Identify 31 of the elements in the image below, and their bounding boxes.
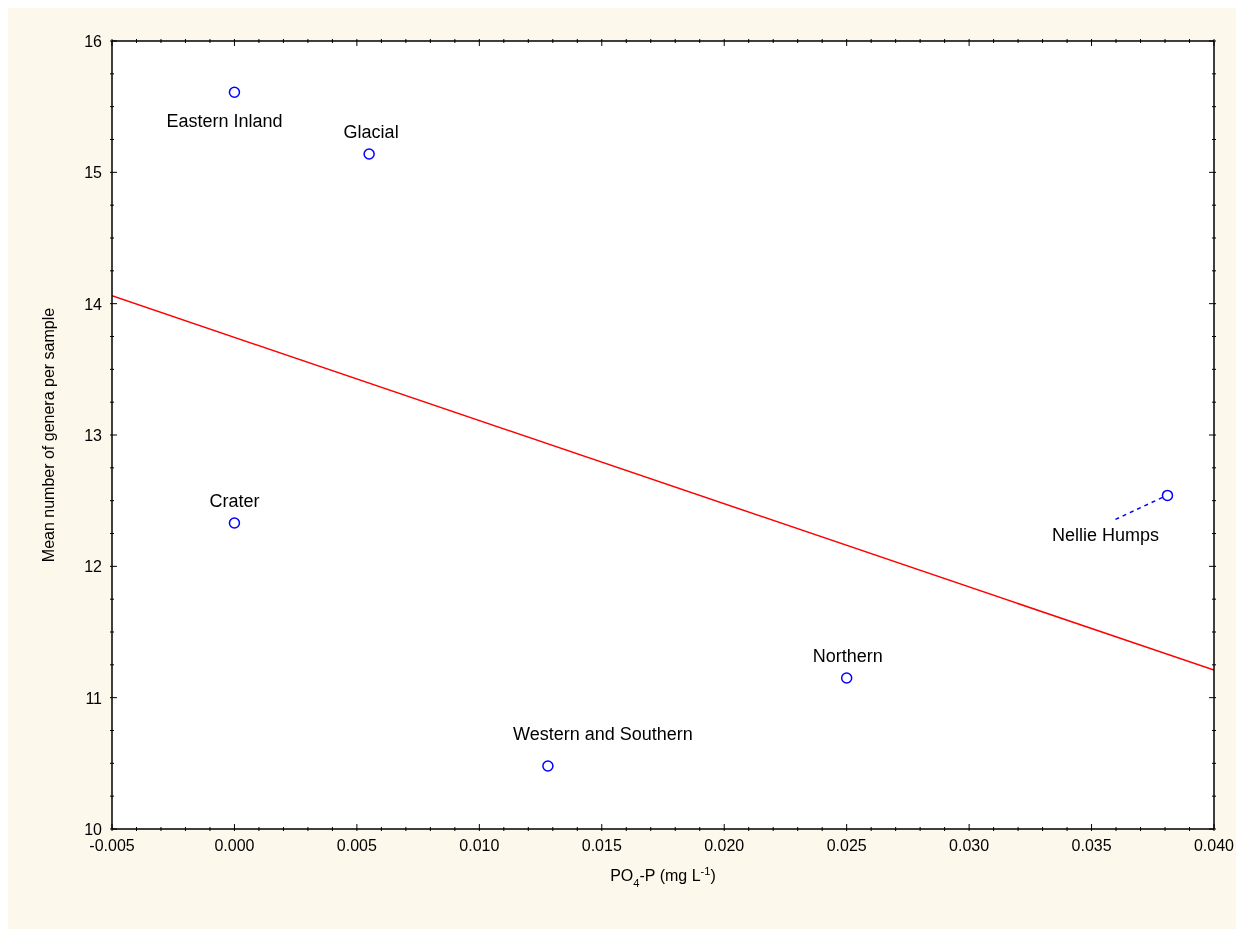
point <box>228 86 241 98</box>
x-tick-label: -0.005 <box>89 837 135 854</box>
x-tick-label: 0.040 <box>1193 837 1235 854</box>
annotation: Western and Southern <box>513 723 693 744</box>
annotation: Nellie Humps <box>1051 525 1159 546</box>
point <box>1161 489 1174 502</box>
x-tick-label: 0.020 <box>704 837 745 854</box>
y-axis-title: Mean number of genera per sample <box>40 307 57 563</box>
y-tick-label: 11 <box>85 689 103 707</box>
x-tick-label: 0.030 <box>949 837 990 854</box>
y-tick-label: 12 <box>84 558 103 576</box>
point <box>363 148 375 160</box>
y-tick-label: 16 <box>84 33 103 50</box>
x-tick-label: 0.005 <box>336 837 378 854</box>
x-tick-label: 0.010 <box>459 837 500 854</box>
point <box>542 760 554 772</box>
annotation: Glacial <box>343 121 399 142</box>
annotation: Crater <box>209 490 260 511</box>
annotation: Eastern Inland <box>166 111 283 132</box>
x-tick-label: 0.035 <box>1071 837 1112 854</box>
x-tick-label: 0.015 <box>581 837 622 854</box>
point <box>840 672 853 684</box>
y-tick-label: 13 <box>84 427 103 444</box>
y-tick-label: 14 <box>84 295 103 313</box>
x-axis-title: PO$_{4}$-P (mg L$^{-1}$) <box>610 865 716 889</box>
x-tick-label: 0.000 <box>214 837 255 854</box>
point <box>228 517 241 529</box>
y-tick-label: 15 <box>84 164 103 182</box>
x-tick-label: 0.025 <box>826 837 867 854</box>
annotation: Northern <box>812 645 883 666</box>
y-tick-label: 10 <box>84 821 103 838</box>
